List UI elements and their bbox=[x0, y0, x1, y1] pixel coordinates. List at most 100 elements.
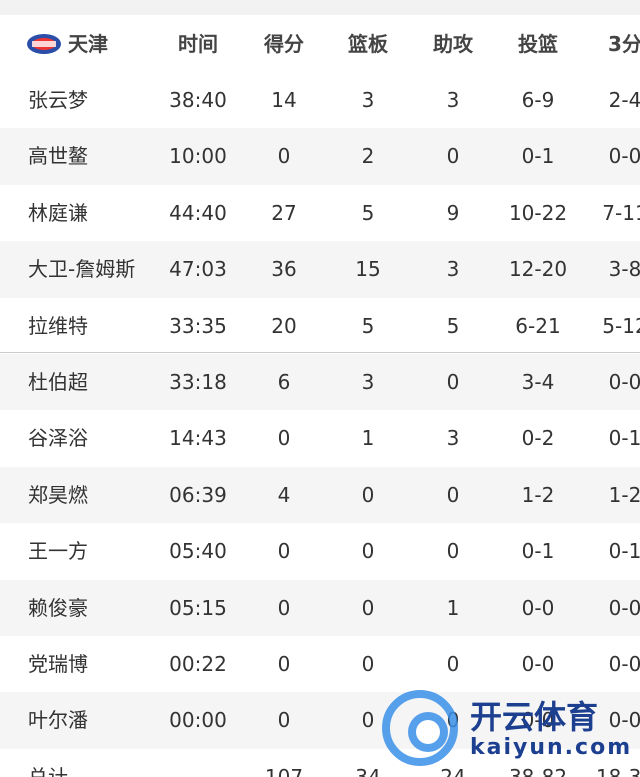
watermark-url: kaiyun.com bbox=[470, 735, 633, 760]
stat-cell: 0 bbox=[277, 652, 291, 676]
player-row: 赖俊豪 05:15 0 0 1 0-0 0-0 bbox=[0, 579, 640, 636]
player-row: 林庭谦 44:40 27 5 9 10-22 7-11 bbox=[0, 185, 640, 241]
header-row: 天津 时间 得分 篮板 助攻 投篮 3分 bbox=[0, 16, 640, 72]
stat-cell: 3 bbox=[361, 370, 375, 394]
player-name: 谷泽浴 bbox=[28, 426, 88, 451]
watermark: 开云体育 kaiyun.com bbox=[360, 680, 640, 777]
stat-cell: 1 bbox=[361, 426, 375, 451]
stat-cell: 0 bbox=[277, 426, 291, 451]
player-row: 王一方 05:40 0 0 0 0-1 0-1 bbox=[0, 523, 640, 579]
stat-cell: 3 bbox=[446, 426, 460, 451]
stat-cell: 05:40 bbox=[169, 539, 227, 564]
stat-cell: 14:43 bbox=[169, 426, 227, 451]
stat-cell: 5 bbox=[361, 313, 375, 338]
player-name: 王一方 bbox=[28, 539, 88, 564]
stat-cell: 0 bbox=[361, 708, 375, 733]
player-row: 高世鳌 10:00 0 2 0 0-1 0-0 bbox=[0, 128, 640, 185]
stat-cell: 4 bbox=[277, 482, 291, 507]
player-row: 拉维特 33:35 20 5 5 6-21 5-12 bbox=[0, 298, 640, 354]
stat-cell: 0-0 bbox=[521, 652, 555, 676]
column-header: 篮板 bbox=[348, 31, 388, 56]
stat-cell: 0-2 bbox=[521, 426, 555, 451]
stat-cell: 6-21 bbox=[515, 313, 561, 338]
stat-cell: 9 bbox=[446, 200, 460, 225]
player-name: 郑昊燃 bbox=[28, 482, 88, 507]
stat-cell: 3 bbox=[361, 88, 375, 112]
stat-cell: 10:00 bbox=[169, 144, 227, 169]
stat-cell: 0 bbox=[446, 539, 460, 564]
column-header: 投篮 bbox=[518, 31, 558, 56]
stat-cell: 0 bbox=[277, 708, 291, 733]
player-name: 党瑞博 bbox=[28, 652, 88, 676]
stat-cell: 38:40 bbox=[169, 88, 227, 112]
stat-cell: 5-12 bbox=[602, 313, 640, 338]
player-name: 总计 bbox=[28, 764, 68, 777]
stat-cell: 12-20 bbox=[508, 257, 568, 282]
column-header: 助攻 bbox=[433, 31, 473, 56]
player-name: 张云梦 bbox=[28, 88, 88, 112]
stat-cell: 7-11 bbox=[602, 200, 640, 225]
player-row: 谷泽浴 14:43 0 1 3 0-2 0-1 bbox=[0, 410, 640, 466]
stat-cell: 44:40 bbox=[169, 200, 227, 225]
stat-cell: 15 bbox=[355, 257, 381, 282]
stat-cell: 0 bbox=[361, 595, 375, 620]
stat-cell: 06:39 bbox=[169, 482, 227, 507]
player-name: 大卫-詹姆斯 bbox=[28, 257, 136, 282]
stat-cell: 0 bbox=[277, 595, 291, 620]
column-header: 3分 bbox=[608, 31, 640, 56]
column-header: 得分 bbox=[264, 31, 304, 56]
player-name: 高世鳌 bbox=[28, 144, 88, 169]
stat-cell: 00:22 bbox=[169, 652, 227, 676]
stat-cell: 33:35 bbox=[169, 313, 227, 338]
stat-cell: 0-0 bbox=[521, 708, 555, 733]
player-name: 赖俊豪 bbox=[28, 595, 88, 620]
stat-cell: 2-4 bbox=[608, 88, 640, 112]
stat-cell: 5 bbox=[361, 200, 375, 225]
watermark-logo bbox=[382, 690, 458, 766]
stat-cell: 3-4 bbox=[521, 370, 555, 394]
stat-cell: 0-0 bbox=[608, 652, 640, 676]
stat-cell: 5 bbox=[446, 313, 460, 338]
stat-cell: 0-0 bbox=[608, 595, 640, 620]
player-name: 杜伯超 bbox=[28, 370, 88, 394]
stat-cell: 3 bbox=[446, 88, 460, 112]
stat-cell: 0 bbox=[277, 539, 291, 564]
stat-cell: 27 bbox=[271, 200, 297, 225]
stat-cell: 36 bbox=[271, 257, 297, 282]
stat-cell: 24 bbox=[440, 764, 466, 777]
column-header: 时间 bbox=[178, 31, 218, 56]
stat-cell: 0 bbox=[361, 539, 375, 564]
stat-cell: 0-0 bbox=[521, 595, 555, 620]
stat-cell: 38-82 bbox=[508, 764, 568, 777]
stat-cell: 0-1 bbox=[521, 539, 555, 564]
stat-cell: 0-1 bbox=[521, 144, 555, 169]
team-name: 天津 bbox=[68, 31, 108, 56]
stat-cell: 1 bbox=[446, 595, 460, 620]
player-row: 杜伯超 33:18 6 3 0 3-4 0-0 bbox=[0, 354, 640, 411]
player-row: 总计 107 34 24 38-82 18-39 bbox=[0, 749, 640, 777]
starter-divider bbox=[0, 352, 640, 353]
stat-cell: 0 bbox=[446, 370, 460, 394]
stat-cell: 107 bbox=[264, 764, 304, 777]
stat-cell: 0-1 bbox=[608, 426, 640, 451]
player-row: 大卫-詹姆斯 47:03 36 15 3 12-20 3-8 bbox=[0, 241, 640, 298]
stat-cell: 0 bbox=[446, 144, 460, 169]
stat-cell: 6-9 bbox=[521, 88, 555, 112]
stat-cell: 0-0 bbox=[608, 370, 640, 394]
stat-cell: 1-2 bbox=[521, 482, 555, 507]
stat-cell: 3 bbox=[446, 257, 460, 282]
player-row: 张云梦 38:40 14 3 3 6-9 2-4 bbox=[0, 72, 640, 128]
stat-cell: 00:00 bbox=[169, 708, 227, 733]
player-name: 拉维特 bbox=[28, 313, 88, 338]
stat-cell: 0-0 bbox=[608, 144, 640, 169]
stat-cell: 0-1 bbox=[608, 539, 640, 564]
stat-cell: 14 bbox=[271, 88, 297, 112]
stat-cell: 10-22 bbox=[508, 200, 568, 225]
stat-cell: 0 bbox=[277, 144, 291, 169]
player-row: 叶尔潘 00:00 0 0 0 0-0 0-0 bbox=[0, 692, 640, 749]
stat-cell: 18-39 bbox=[595, 764, 640, 777]
stat-cell: 3-8 bbox=[608, 257, 640, 282]
stat-cell: 33:18 bbox=[169, 370, 227, 394]
stat-cell: 2 bbox=[361, 144, 375, 169]
